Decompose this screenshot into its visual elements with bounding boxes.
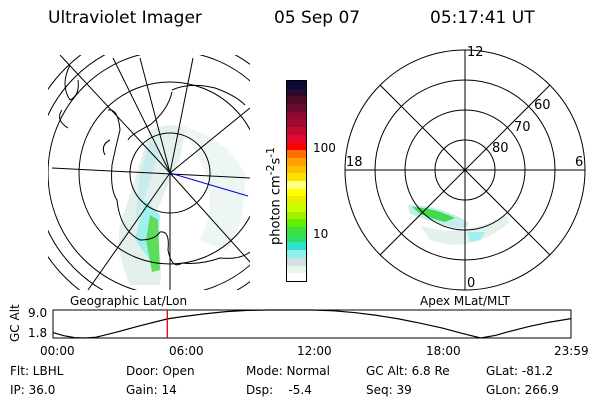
colorbar-band (287, 96, 306, 105)
colorbar-band (287, 104, 306, 112)
y-tick-1-8: 1.8 (28, 326, 48, 340)
colorbar-band (287, 150, 306, 158)
mode-status: Mode: Normal (246, 364, 330, 378)
instrument-title: Ultraviolet Imager (48, 8, 202, 28)
colorbar-band (287, 234, 306, 243)
altitude-y-label: GC Alt (8, 304, 22, 342)
colorbar-band (287, 211, 306, 220)
x-tick-1200: 12:00 (297, 344, 332, 358)
colorbar-band (287, 257, 306, 266)
colorbar-band (287, 88, 306, 97)
colorbar-band (287, 119, 306, 128)
filter-status: Flt: LBHL (10, 364, 64, 378)
colorbar-tick-100: 100 (313, 141, 336, 155)
x-tick-1800: 18:00 (426, 344, 461, 358)
colorbar-band (287, 196, 306, 204)
x-tick-0600: 06:00 (169, 344, 204, 358)
geographic-map-label: Geographic Lat/Lon (70, 294, 188, 308)
seq-status: Seq: 39 (366, 383, 412, 397)
colorbar-band (287, 157, 306, 166)
date-label: 05 Sep 07 (274, 8, 361, 28)
door-status: Door: Open (126, 364, 195, 378)
colorbar-band (287, 81, 306, 89)
mlt-label-6: 6 (575, 155, 584, 170)
x-tick-0000: 00:00 (40, 344, 75, 358)
gain-status: Gain: 14 (126, 383, 177, 397)
glat-status: GLat: -81.2 (486, 364, 553, 378)
colorbar-band (287, 204, 306, 212)
colorbar-band (287, 265, 306, 274)
x-tick-2359: 23:59 (554, 344, 589, 358)
colorbar-tick-10: 10 (313, 227, 329, 241)
lat-label-70: 70 (514, 120, 531, 135)
lat-label-80: 80 (492, 141, 509, 156)
altitude-plot-frame (52, 309, 572, 339)
colorbar (286, 80, 307, 282)
colorbar-band (287, 111, 306, 120)
colorbar-band (287, 127, 306, 135)
gc-alt-status: GC Alt: 6.8 Re (366, 364, 450, 378)
ip-status: IP: 36.0 (10, 383, 56, 397)
colorbar-band (287, 142, 306, 151)
colorbar-band (287, 173, 306, 181)
sun-direction-line (169, 172, 249, 197)
colorbar-band (287, 250, 306, 258)
colorbar-band (287, 180, 306, 189)
mlt-label-12: 12 (467, 45, 484, 60)
colorbar-band (287, 219, 306, 228)
time-label: 05:17:41 UT (430, 8, 535, 28)
mlt-label-0: 0 (467, 276, 476, 291)
colorbar-band (287, 165, 306, 174)
colorbar-band (287, 134, 306, 143)
altitude-line (52, 309, 572, 339)
y-tick-9: 9.0 (28, 306, 48, 320)
glon-status: GLon: 266.9 (486, 383, 559, 397)
mlt-label-18: 18 (346, 155, 363, 170)
colorbar-band (287, 227, 306, 235)
apex-map-label: Apex MLat/MLT (420, 294, 510, 308)
colorbar-band (287, 242, 306, 251)
colorbar-band (287, 188, 306, 197)
dsp-status: Dsp: -5.4 (246, 383, 312, 397)
lat-label-60: 60 (534, 98, 551, 113)
colorbar-band (287, 273, 306, 281)
